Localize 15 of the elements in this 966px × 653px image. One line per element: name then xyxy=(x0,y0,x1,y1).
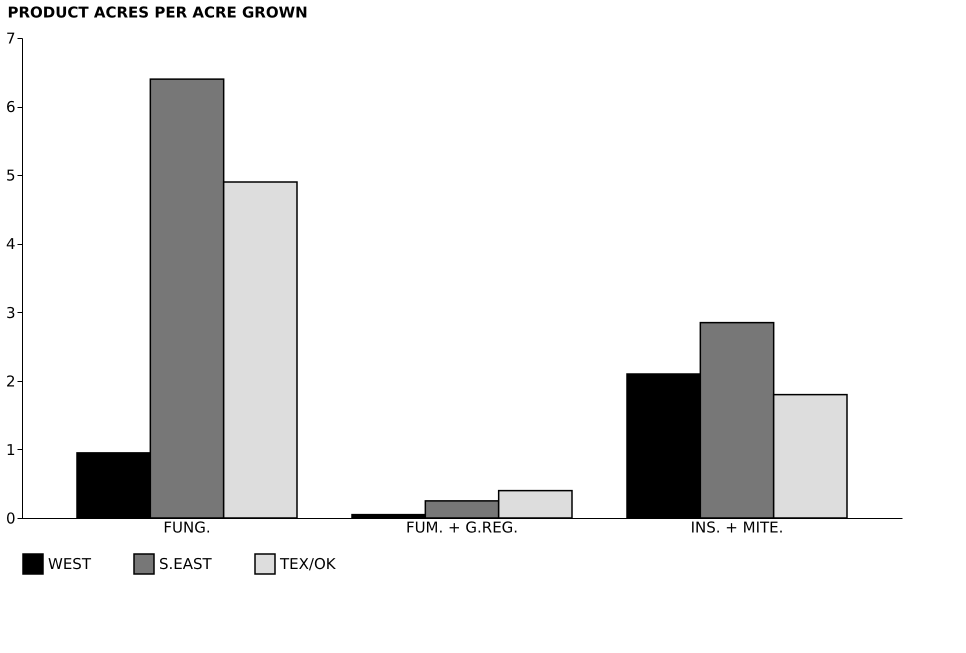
y-tick-label: 4 xyxy=(6,235,16,254)
y-tick-label: 6 xyxy=(6,98,16,116)
x-tick-label: FUNG. xyxy=(163,518,211,536)
legend-label: TEX/OK xyxy=(279,555,337,573)
x-tick-label: INS. + MITE. xyxy=(690,518,784,536)
y-tick-label: 1 xyxy=(6,440,16,459)
legend-label: S.EAST xyxy=(159,555,213,573)
y-tick-label: 7 xyxy=(6,30,16,48)
legend-label: WEST xyxy=(48,555,92,573)
x-tick-label: FUM. + G.REG. xyxy=(406,518,518,536)
y-tick-label: 5 xyxy=(6,166,16,185)
y-tick-label: 2 xyxy=(6,372,16,390)
y-tick-label: 3 xyxy=(6,304,16,322)
y-axis-title: PRODUCT ACRES PER ACRE GROWN xyxy=(8,4,308,22)
y-tick-label: 0 xyxy=(6,510,16,528)
